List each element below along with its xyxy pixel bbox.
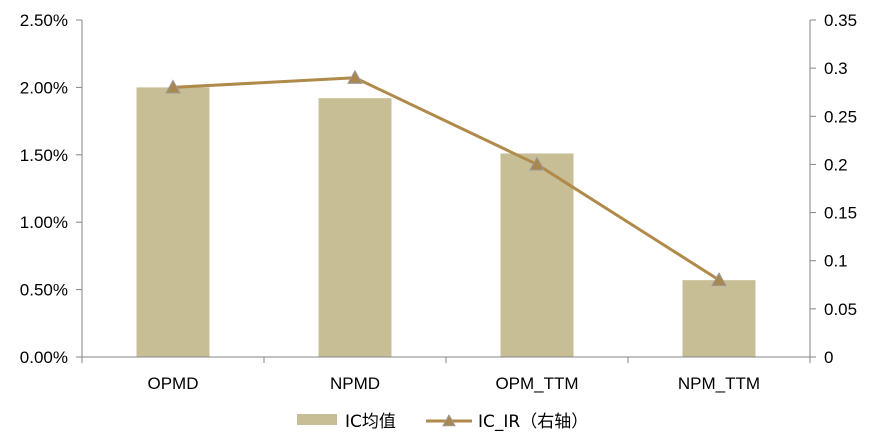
- x-tick-label: NPMD: [330, 374, 380, 393]
- right-tick-label: 0.15: [824, 204, 857, 223]
- right-tick-label: 0.2: [824, 155, 848, 174]
- right-tick-label: 0: [824, 348, 833, 367]
- bar-opmd: [136, 87, 210, 358]
- left-tick-label: 0.00%: [20, 348, 68, 367]
- x-tick-label: OPM_TTM: [495, 374, 578, 393]
- ic-ir-point-opm-ttm: [529, 156, 545, 171]
- legend-swatch-bar: [297, 414, 337, 425]
- legend-label-line: IC_IR（右轴）: [478, 412, 588, 432]
- ic-ir-point-npm-ttm: [711, 271, 727, 287]
- ic-ir-line: [172, 76, 720, 282]
- ic-ir-point-npmd: [347, 69, 363, 84]
- x-tick-label: OPMD: [148, 374, 199, 393]
- bar-npmd: [318, 98, 392, 358]
- left-tick-label: 0.50%: [20, 281, 68, 300]
- bar-opm-ttm: [500, 153, 574, 357]
- left-tick-label: 2.00%: [20, 78, 68, 97]
- legend: IC均值 IC_IR（右轴）: [297, 412, 588, 432]
- left-tick-label: 1.00%: [20, 213, 68, 232]
- left-tick-label: 2.50%: [20, 11, 68, 30]
- right-tick-label: 0.3: [824, 59, 848, 78]
- legend-label-bar: IC均值: [345, 412, 396, 432]
- legend-marker-triangle: [442, 413, 456, 427]
- right-tick-label: 0.05: [824, 300, 857, 319]
- bar-npm-ttm: [682, 280, 756, 357]
- right-tick-label: 0.1: [824, 252, 848, 271]
- plot-area: 0.00% 0.50% 1.00% 1.50% 2.00% 2.50% 0 0.05 0.1 0.…: [20, 11, 857, 393]
- x-tick-label: NPM_TTM: [678, 374, 760, 393]
- ic-ir-point-opmd: [165, 79, 181, 94]
- right-tick-label: 0.25: [824, 107, 857, 126]
- left-tick-label: 1.50%: [20, 146, 68, 165]
- right-tick-label: 0.35: [824, 11, 857, 30]
